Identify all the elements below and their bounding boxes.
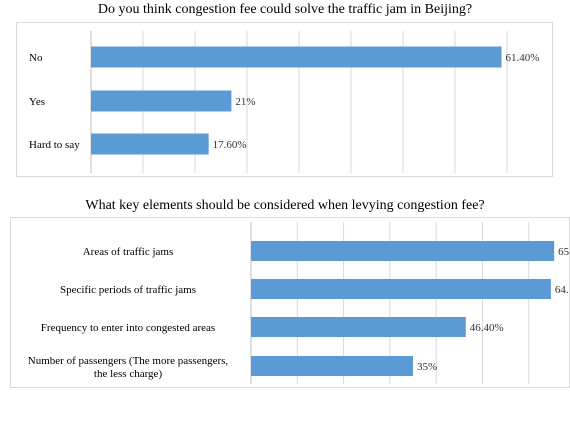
data-label: 21%	[235, 96, 255, 108]
category-label-line: Specific periods of traffic jams	[60, 284, 196, 296]
chart-congestion-fee-solve: 61.40% No 21% Yes 17.60% Hard to say	[16, 22, 553, 177]
chart-title: What key elements should be considered w…	[85, 198, 485, 213]
bar	[251, 356, 413, 376]
data-label: 64.8	[555, 284, 570, 296]
category-label: Number of passengers (The more passenger…	[28, 355, 229, 380]
bar	[91, 46, 502, 68]
bar	[91, 90, 232, 112]
bar	[251, 241, 555, 261]
data-label: 65.	[558, 246, 570, 258]
data-label: 61.40%	[506, 52, 540, 64]
category-label: Yes	[29, 96, 45, 108]
category-label: Hard to say	[29, 139, 80, 151]
chart-title: Do you think congestion fee could solve …	[97, 2, 473, 17]
chart-svg: 65. Areas of traffic jams 64.8 Specific per…	[28, 222, 570, 384]
data-label: 17.60%	[213, 139, 247, 151]
category-label-line: Number of passengers (The more passenger…	[28, 355, 229, 367]
category-label-line: the less charge)	[94, 368, 163, 380]
category-label: Areas of traffic jams	[83, 246, 174, 258]
chart-key-elements: 65. Areas of traffic jams 64.8 Specific per…	[10, 217, 570, 388]
bar	[251, 317, 466, 337]
category-label-line: Areas of traffic jams	[83, 246, 174, 258]
data-label: 35%	[417, 361, 437, 373]
category-label: Frequency to enter into congested areas	[41, 322, 215, 334]
category-label-line: Frequency to enter into congested areas	[41, 322, 215, 334]
category-label: No	[29, 52, 43, 64]
data-label: 46.40%	[470, 322, 504, 334]
bar	[251, 279, 551, 299]
bar	[91, 133, 209, 155]
category-label: Specific periods of traffic jams	[60, 284, 196, 296]
chart-svg: 61.40% No 21% Yes 17.60% Hard to say	[29, 31, 540, 173]
